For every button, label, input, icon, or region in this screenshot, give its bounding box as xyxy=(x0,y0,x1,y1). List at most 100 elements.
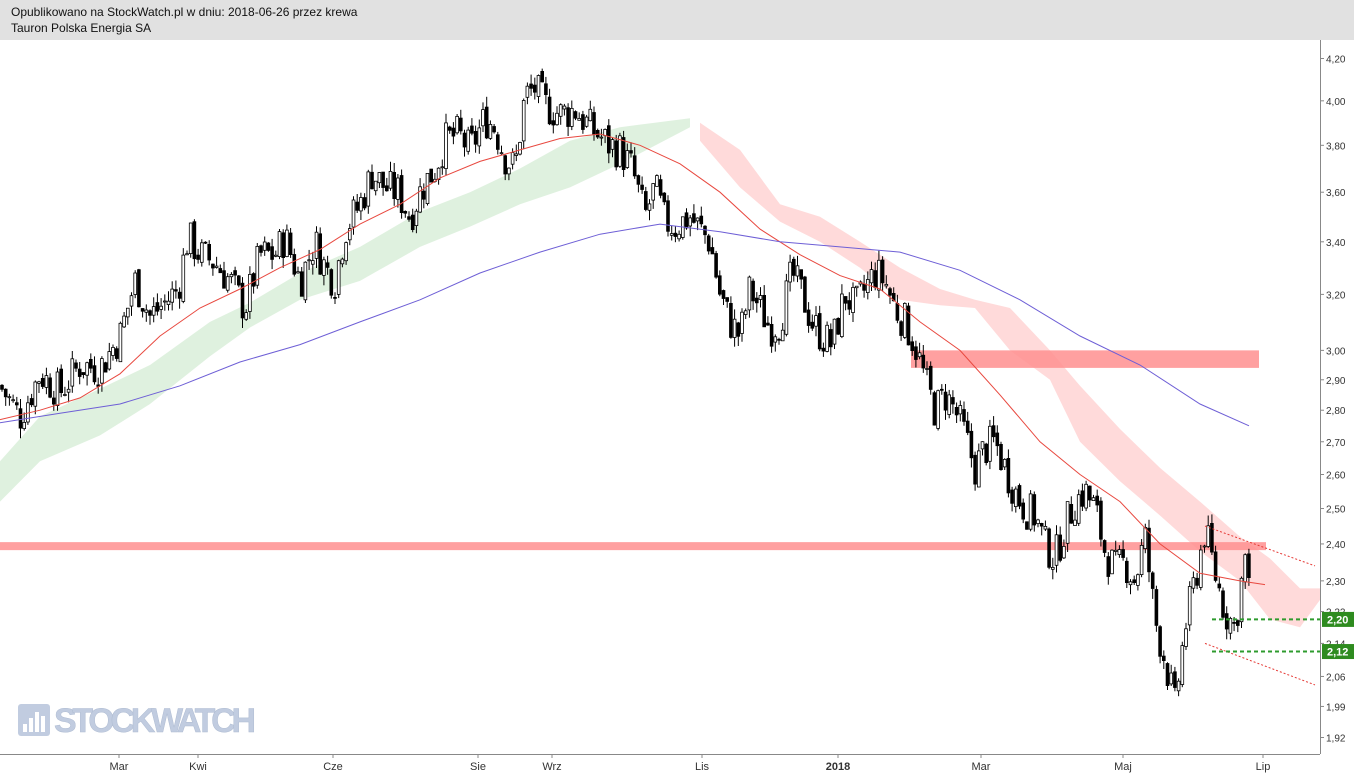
candle-body xyxy=(170,288,175,303)
candle-body xyxy=(718,275,722,295)
candle-body xyxy=(1010,489,1014,504)
candle-body xyxy=(736,322,741,337)
candle-body xyxy=(810,321,815,329)
y-tick-label: 2,60 xyxy=(1326,471,1346,482)
candle-body xyxy=(359,197,363,212)
candle-body xyxy=(144,309,149,313)
candle-body xyxy=(1154,589,1159,626)
candle-body xyxy=(244,312,249,320)
x-tick-label: Maj xyxy=(1114,761,1132,773)
candle-body xyxy=(155,302,160,312)
candle-body xyxy=(384,185,389,192)
candle-body xyxy=(355,201,359,211)
candle-body xyxy=(843,296,848,304)
candle-body xyxy=(495,134,500,150)
candle-body xyxy=(518,142,522,155)
candle-body xyxy=(962,409,966,422)
candle-body xyxy=(592,112,596,135)
candle-body xyxy=(610,139,615,150)
candle-body xyxy=(52,397,56,405)
candle-body xyxy=(410,214,415,231)
candle-body xyxy=(1058,534,1063,561)
y-tick-label: 2,90 xyxy=(1326,376,1346,387)
candle-body xyxy=(285,229,289,258)
candle-body xyxy=(666,200,670,232)
candle-body xyxy=(965,420,970,433)
candle-body xyxy=(780,329,785,342)
candlesticks xyxy=(0,68,1251,697)
candle-body xyxy=(74,362,78,369)
candle-body xyxy=(1088,485,1092,501)
candle-body xyxy=(951,397,955,405)
candle-body xyxy=(499,152,504,155)
candle-body xyxy=(566,107,570,127)
candle-body xyxy=(166,300,171,306)
logo-bar xyxy=(23,724,27,732)
price-chart[interactable]: 4,20 4,00 3,80 3,60 3,40 3,20 3,00 2,90 2,80 2,70… xyxy=(0,40,1354,774)
candle-body xyxy=(928,365,933,390)
candle-body xyxy=(14,402,19,406)
candle-body xyxy=(803,276,807,313)
candle-body xyxy=(133,272,138,295)
candle-body xyxy=(37,381,41,384)
trendline-2 xyxy=(1204,642,1316,686)
trendline-1 xyxy=(1204,525,1316,567)
candle-body xyxy=(958,405,963,415)
candle-body xyxy=(795,265,800,277)
candle-body xyxy=(507,167,511,175)
candle-body xyxy=(570,108,574,127)
candle-body xyxy=(607,125,611,154)
candle-body xyxy=(1232,622,1236,624)
candle-body xyxy=(203,241,208,244)
candle-body xyxy=(766,322,770,326)
candle-body xyxy=(880,259,885,284)
y-tick-label: 3,00 xyxy=(1326,346,1346,357)
candle-body xyxy=(222,270,226,289)
logo-bar xyxy=(29,718,33,732)
candle-body xyxy=(1187,586,1192,626)
candle-body xyxy=(1176,680,1181,692)
candle-body xyxy=(440,166,445,169)
candle-body xyxy=(66,388,71,393)
candle-body xyxy=(906,305,911,346)
candle-body xyxy=(444,122,448,170)
candle-body xyxy=(55,371,60,406)
candle-body xyxy=(673,232,678,237)
candle-body xyxy=(647,203,652,211)
candle-body xyxy=(159,305,163,310)
candle-body xyxy=(107,351,112,370)
candle-body xyxy=(196,254,200,260)
candle-body xyxy=(862,283,866,291)
candle-body xyxy=(692,213,696,223)
candle-body xyxy=(1065,501,1070,544)
candle-body xyxy=(521,100,526,142)
candle-body xyxy=(632,155,637,177)
candle-body xyxy=(292,254,297,275)
candle-body xyxy=(18,408,23,429)
y-tick-label: 2,70 xyxy=(1326,438,1346,449)
candle-body xyxy=(825,324,829,352)
candle-body xyxy=(218,268,223,274)
candle-body xyxy=(344,242,348,262)
candle-body xyxy=(917,352,922,358)
candle-body xyxy=(322,259,326,276)
candle-body xyxy=(3,388,8,398)
candle-body xyxy=(514,153,519,156)
candle-body xyxy=(792,258,796,276)
candle-body xyxy=(473,131,478,145)
candle-body xyxy=(484,106,489,139)
candle-body xyxy=(233,270,237,276)
candle-body xyxy=(1117,549,1122,556)
candle-body xyxy=(573,111,578,119)
candle-body xyxy=(669,233,674,236)
candle-body xyxy=(177,291,182,299)
candle-body xyxy=(399,175,404,213)
candle-body xyxy=(447,126,452,131)
y-tick-label: 2,30 xyxy=(1326,577,1346,588)
ichimoku-cloud-bullish xyxy=(0,118,690,502)
candle-body xyxy=(211,263,215,269)
candle-body xyxy=(85,362,89,376)
candle-body xyxy=(455,116,459,134)
candle-body xyxy=(991,425,996,438)
y-tick-label: 2,50 xyxy=(1326,505,1346,516)
